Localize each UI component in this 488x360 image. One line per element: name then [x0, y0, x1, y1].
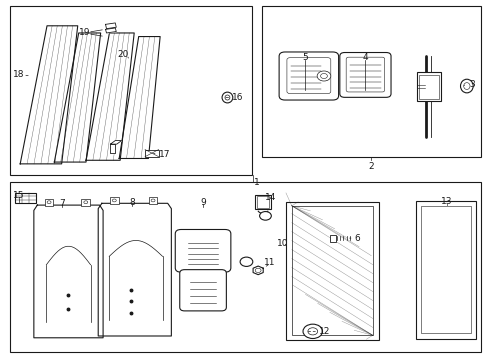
- Text: 4: 4: [362, 53, 367, 62]
- Ellipse shape: [460, 79, 472, 93]
- Ellipse shape: [463, 83, 469, 89]
- Bar: [10, 6, 251, 175]
- Text: 17: 17: [159, 150, 170, 159]
- Text: 10: 10: [276, 239, 287, 248]
- Circle shape: [240, 257, 252, 266]
- Bar: [291, 206, 372, 335]
- FancyBboxPatch shape: [180, 270, 226, 311]
- FancyBboxPatch shape: [175, 229, 230, 272]
- Circle shape: [259, 212, 271, 220]
- Text: 13: 13: [440, 197, 452, 206]
- Bar: [145, 149, 158, 157]
- Bar: [81, 199, 90, 206]
- Polygon shape: [105, 23, 116, 29]
- Text: 18: 18: [13, 71, 25, 80]
- Text: 12: 12: [319, 327, 330, 336]
- Text: 14: 14: [264, 193, 276, 202]
- Polygon shape: [110, 140, 122, 144]
- Circle shape: [307, 328, 317, 335]
- Bar: [285, 202, 378, 339]
- Circle shape: [151, 199, 155, 202]
- Bar: [329, 234, 335, 242]
- Circle shape: [317, 71, 330, 81]
- Ellipse shape: [224, 95, 229, 100]
- Polygon shape: [86, 33, 134, 160]
- Bar: [110, 197, 119, 204]
- Ellipse shape: [222, 92, 232, 103]
- Bar: [420, 206, 470, 333]
- Circle shape: [320, 73, 327, 78]
- Polygon shape: [20, 26, 78, 164]
- Bar: [261, 6, 480, 157]
- Polygon shape: [253, 266, 263, 275]
- Text: 2: 2: [368, 162, 373, 171]
- Bar: [15, 193, 36, 203]
- Circle shape: [255, 268, 261, 273]
- Text: 16: 16: [232, 93, 244, 102]
- Text: 6: 6: [354, 234, 360, 243]
- Text: 9: 9: [200, 198, 205, 207]
- Bar: [415, 201, 475, 338]
- Text: 19: 19: [79, 28, 90, 37]
- Text: 3: 3: [468, 80, 473, 89]
- Text: 11: 11: [264, 258, 275, 267]
- Bar: [255, 195, 270, 210]
- Bar: [148, 197, 157, 204]
- FancyBboxPatch shape: [279, 52, 338, 100]
- Bar: [416, 72, 440, 101]
- Circle shape: [83, 201, 87, 204]
- Polygon shape: [110, 144, 115, 153]
- Text: 7: 7: [59, 199, 64, 208]
- Polygon shape: [54, 33, 101, 162]
- FancyBboxPatch shape: [339, 53, 390, 97]
- Polygon shape: [98, 203, 171, 336]
- Polygon shape: [119, 37, 160, 158]
- Bar: [418, 75, 438, 99]
- Bar: [44, 199, 53, 206]
- Bar: [10, 182, 480, 352]
- Text: 15: 15: [13, 191, 25, 200]
- Polygon shape: [34, 205, 103, 338]
- Bar: [257, 196, 268, 208]
- Text: 5: 5: [302, 53, 308, 62]
- Circle shape: [47, 201, 51, 204]
- Text: 20: 20: [118, 50, 129, 59]
- Circle shape: [303, 324, 322, 338]
- Text: 8: 8: [129, 198, 135, 207]
- Polygon shape: [105, 28, 116, 33]
- Circle shape: [112, 199, 116, 202]
- Text: 1: 1: [254, 178, 260, 187]
